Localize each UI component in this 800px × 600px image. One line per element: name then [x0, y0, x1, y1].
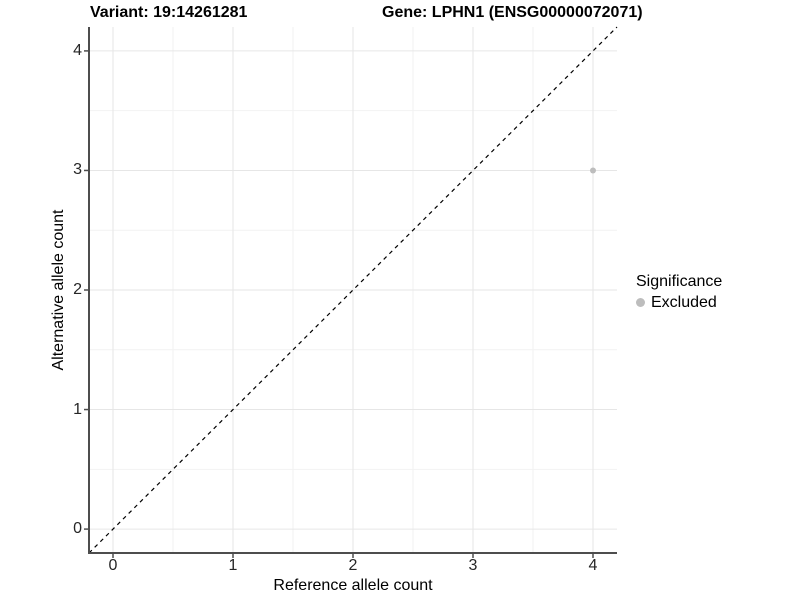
legend-item-label: Excluded — [651, 294, 717, 311]
x-axis-label: Reference allele count — [273, 577, 433, 594]
x-tick-label: 0 — [108, 557, 118, 574]
legend-point-icon — [636, 298, 645, 307]
legend: Significance Excluded — [636, 272, 722, 312]
x-tick-label: 1 — [228, 557, 238, 574]
y-tick-label: 2 — [73, 281, 82, 298]
legend-item-excluded: Excluded — [636, 293, 722, 312]
gene-title: Gene: LPHN1 (ENSG00000072071) — [382, 4, 643, 21]
x-tick-label: 4 — [588, 557, 598, 574]
x-tick-label: 3 — [468, 557, 478, 574]
y-tick-label: 4 — [73, 41, 82, 59]
y-tick-label: 1 — [73, 400, 82, 418]
data-point — [590, 167, 596, 174]
variant-title: Variant: 19:14261281 — [90, 4, 248, 21]
x-tick-label: 2 — [348, 557, 358, 574]
y-tick-label: 3 — [73, 161, 82, 179]
y-tick-label: 0 — [73, 520, 82, 538]
legend-title: Significance — [636, 273, 723, 290]
